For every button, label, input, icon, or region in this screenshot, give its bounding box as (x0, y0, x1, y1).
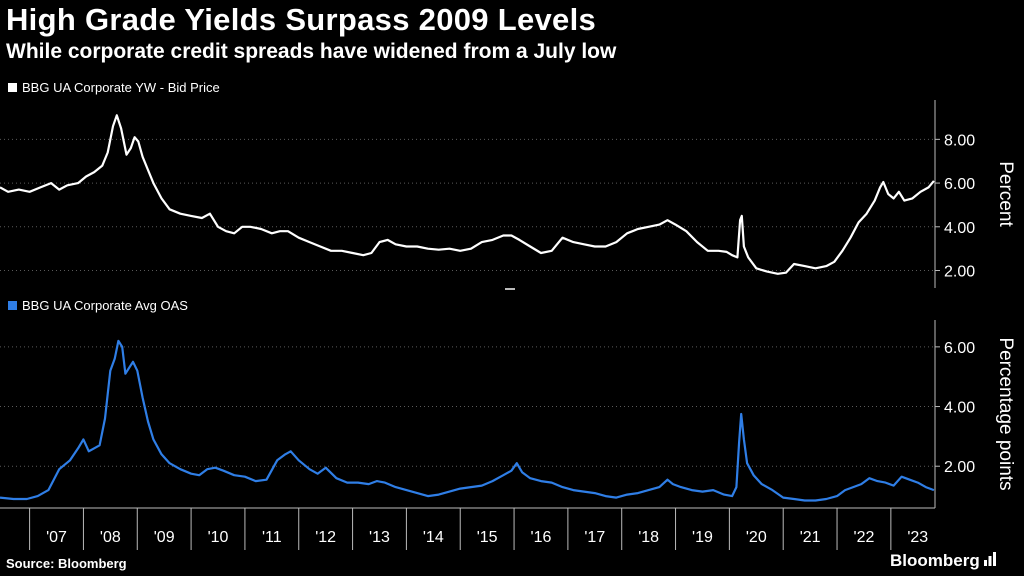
oas-ytick-label: 6.00 (944, 340, 975, 357)
legend-oas-swatch (8, 301, 17, 310)
x-tick-label: '23 (907, 529, 928, 546)
x-tick-label: '19 (692, 529, 713, 546)
x-tick-label: '11 (262, 529, 282, 546)
yield-ytick-label: 6.00 (944, 176, 975, 193)
yield-ytick-label: 8.00 (944, 132, 975, 149)
legend-oas-label: BBG UA Corporate Avg OAS (22, 298, 188, 313)
x-tick-label: '13 (369, 529, 390, 546)
x-tick-label: '08 (100, 529, 121, 546)
yield-ylabel: Percent (995, 161, 1016, 227)
x-tick-label: '21 (800, 529, 821, 546)
bloomberg-logo: Bloomberg (890, 551, 997, 571)
x-tick-label: '16 (531, 529, 552, 546)
x-tick-label: '20 (746, 529, 767, 546)
chart-subtitle: While corporate credit spreads have wide… (6, 40, 617, 63)
chart-title: High Grade Yields Surpass 2009 Levels (6, 2, 597, 37)
x-tick-label: '07 (46, 529, 67, 546)
legend-yield: BBG UA Corporate YW - Bid Price (8, 80, 220, 95)
oas-ytick-label: 2.00 (944, 459, 975, 476)
x-tick-label: '17 (584, 529, 605, 546)
yield-ytick-label: 4.00 (944, 220, 975, 237)
x-tick-label: '22 (854, 529, 875, 546)
x-tick-label: '09 (154, 529, 175, 546)
x-tick-label: '14 (423, 529, 444, 546)
oas-ytick-label: 4.00 (944, 400, 975, 417)
legend-yield-label: BBG UA Corporate YW - Bid Price (22, 80, 220, 95)
bloomberg-mark-icon (983, 551, 997, 571)
source-note: Source: Bloomberg (6, 556, 127, 571)
x-tick-label: '15 (477, 529, 498, 546)
legend-oas: BBG UA Corporate Avg OAS (8, 298, 188, 313)
x-tick-label: '10 (208, 529, 229, 546)
yield-ytick-label: 2.00 (944, 264, 975, 281)
yield-series-line (0, 114, 935, 275)
oas-ylabel: Percentage points (995, 337, 1016, 490)
oas-series-line (0, 339, 935, 502)
x-tick-label: '18 (638, 529, 659, 546)
legend-yield-swatch (8, 83, 17, 92)
x-tick-label: '12 (315, 529, 336, 546)
brand-label: Bloomberg (890, 551, 980, 570)
